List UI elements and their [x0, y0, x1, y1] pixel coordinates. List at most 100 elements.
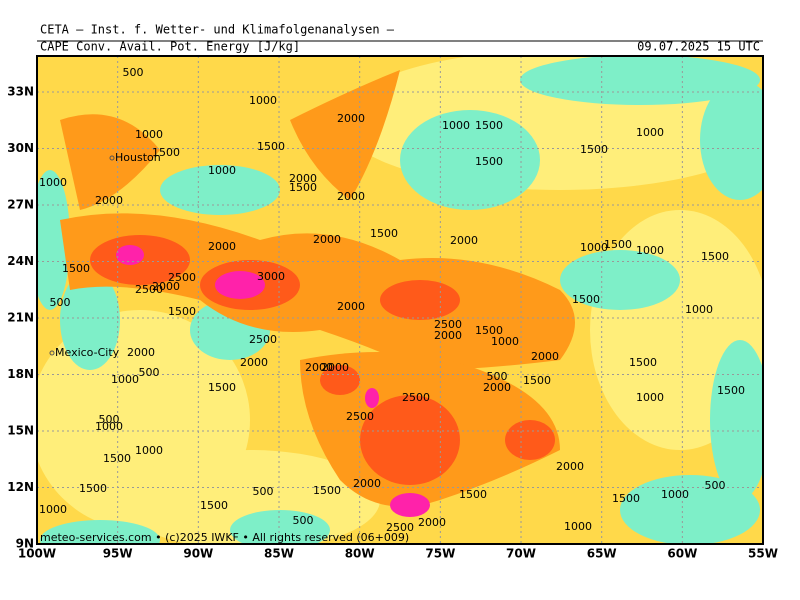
- contour-label: 2000: [337, 300, 365, 313]
- city-label: Houston: [115, 151, 161, 164]
- contour-label: 2000: [556, 460, 584, 473]
- lat-label: 18N: [7, 367, 34, 381]
- contour-label: 1500: [580, 143, 608, 156]
- contour-label: 1500: [370, 227, 398, 240]
- contour-label: 2000: [208, 240, 236, 253]
- contour-label: 2500: [168, 271, 196, 284]
- contour-label: 2500: [434, 318, 462, 331]
- contour-label: 1500: [200, 499, 228, 512]
- contour-label: 500: [705, 479, 726, 492]
- contour-label: 2000: [95, 194, 123, 207]
- contour-label: 1500: [475, 119, 503, 132]
- contour-label: 1000: [135, 444, 163, 457]
- contour-label: 1500: [289, 181, 317, 194]
- lon-label: 75W: [425, 547, 455, 561]
- contour-label: 2500: [402, 391, 430, 404]
- contour-label: 2000: [337, 190, 365, 203]
- graticule: [37, 56, 763, 544]
- contour-label: 2000: [337, 112, 365, 125]
- contour-label: 1000: [111, 373, 139, 386]
- contour-label: 2000: [531, 350, 559, 363]
- contour-label: 3000: [257, 270, 285, 283]
- contour-label: 1500: [475, 155, 503, 168]
- contour-label: 1500: [604, 238, 632, 251]
- contour-label: 1000: [580, 241, 608, 254]
- contour-label: 1500: [168, 305, 196, 318]
- lon-label: 60W: [667, 547, 697, 561]
- contour-label: 1000: [208, 164, 236, 177]
- contour-label: 1500: [701, 250, 729, 263]
- subtitle: CAPE Conv. Avail. Pot. Energy [J/kg]: [40, 40, 300, 54]
- valid-time: 09.07.2025 15 UTC: [637, 40, 760, 54]
- lon-label: 55W: [748, 547, 778, 561]
- contour-label: 1000: [249, 94, 277, 107]
- contour-label: 2000: [240, 356, 268, 369]
- contour-label: 2500: [346, 410, 374, 423]
- contour-label: 1500: [629, 356, 657, 369]
- lat-label: 9N: [16, 537, 34, 551]
- contour-label: 1000: [636, 244, 664, 257]
- mid-cape: [60, 70, 575, 507]
- city-dot: [109, 155, 115, 161]
- contour-label: 1000: [491, 335, 519, 348]
- contour-label: 1000: [636, 391, 664, 404]
- contour-label: 1500: [572, 293, 600, 306]
- lat-label: 33N: [7, 85, 34, 99]
- contour-label: 1000: [39, 176, 67, 189]
- lat-label: 21N: [7, 311, 34, 325]
- city-dot: [49, 350, 55, 356]
- contour-label: 1000: [685, 303, 713, 316]
- contour-label: 1000: [95, 420, 123, 433]
- contour-label: 500: [50, 296, 71, 309]
- contour-label: 2000: [321, 361, 349, 374]
- title: CETA – Inst. f. Wetter- und Klimafolgena…: [40, 23, 395, 37]
- contour-label: 2000: [305, 361, 333, 374]
- contour-label: 1000: [39, 503, 67, 516]
- lat-label: 24N: [7, 254, 34, 268]
- contour-label: 1500: [313, 484, 341, 497]
- contour-label: 2000: [289, 172, 317, 185]
- map-frame: [36, 55, 764, 545]
- contour-label: 1000: [564, 520, 592, 533]
- lon-label: 95W: [103, 547, 133, 561]
- contour-label: 2000: [152, 280, 180, 293]
- contour-label: 2000: [483, 381, 511, 394]
- contour-label: 2500: [386, 521, 414, 534]
- contour-label: 2000: [450, 234, 478, 247]
- contour-label: 500: [99, 413, 120, 426]
- low-cape: [37, 56, 763, 544]
- lat-label: 15N: [7, 424, 34, 438]
- contour-label: 1500: [208, 381, 236, 394]
- contour-label: 500: [253, 485, 274, 498]
- contour-label: 2500: [249, 333, 277, 346]
- contour-label: 1500: [459, 488, 487, 501]
- contour-label: 1000: [661, 488, 689, 501]
- contour-label: 1000: [135, 128, 163, 141]
- contour-label: 2000: [313, 233, 341, 246]
- lon-label: 80W: [345, 547, 375, 561]
- very-high-cape: [116, 245, 430, 517]
- contour-label: 1500: [475, 324, 503, 337]
- lat-label: 27N: [7, 198, 34, 212]
- field: [37, 56, 763, 544]
- contour-label: 1000: [442, 119, 470, 132]
- contour-label: 1500: [103, 452, 131, 465]
- lon-label: 85W: [264, 547, 294, 561]
- contour-label: 2500: [135, 283, 163, 296]
- contour-label: 2000: [418, 516, 446, 529]
- contour-label: 1000: [636, 126, 664, 139]
- lon-label: 90W: [183, 547, 213, 561]
- contour-label: 500: [139, 366, 160, 379]
- contour-label: 1500: [257, 140, 285, 153]
- contour-label: 1500: [152, 146, 180, 159]
- city-label: Mexico-City: [55, 346, 120, 359]
- lat-label: 12N: [7, 480, 34, 494]
- contour-label: 1500: [79, 482, 107, 495]
- contour-label: 1500: [523, 374, 551, 387]
- lon-label: 70W: [506, 547, 536, 561]
- lon-label: 100W: [18, 547, 56, 561]
